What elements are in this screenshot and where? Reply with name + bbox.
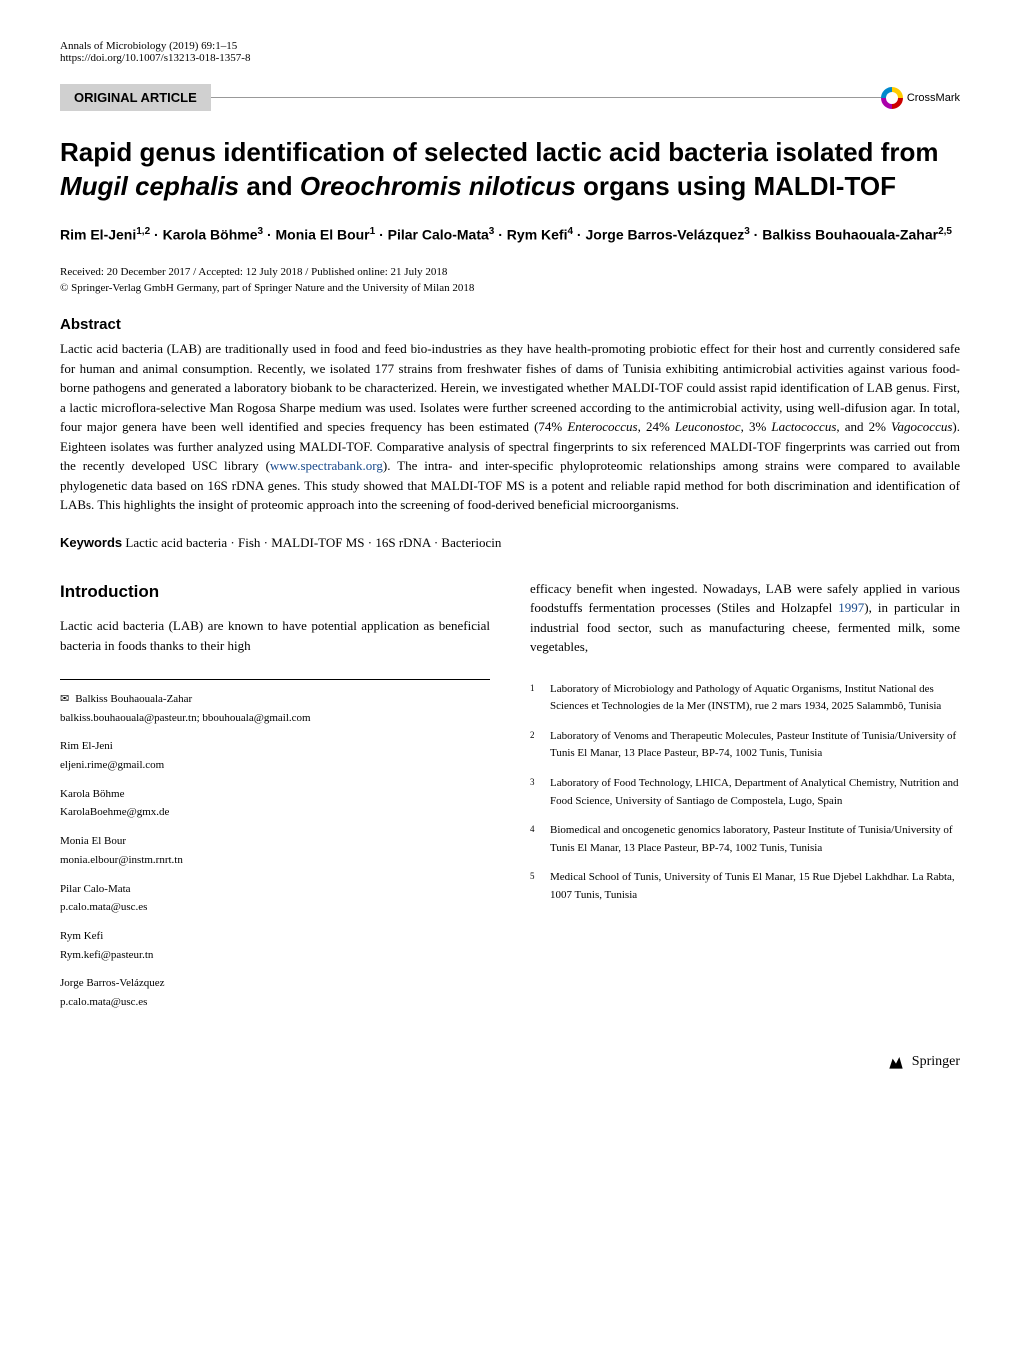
abs-m1: , 24% [638, 419, 675, 434]
keywords-label: Keywords [60, 535, 122, 550]
spectrabank-link[interactable]: www.spectrabank.org [270, 458, 383, 473]
pub-dates: Received: 20 December 2017 / Accepted: 1… [60, 265, 960, 280]
abs-m2: , 3% [741, 419, 772, 434]
intro-left-text: Lactic acid bacteria (LAB) are known to … [60, 616, 490, 655]
affiliation-text: Laboratory of Food Technology, LHICA, De… [550, 775, 960, 810]
citation-year-link[interactable]: 1997 [838, 600, 864, 615]
title-text-pre: Rapid genus identification of selected l… [60, 137, 938, 167]
author-contact: Rym KefiRym.kefi@pasteur.tn [60, 927, 490, 964]
abs-m3: , and 2% [836, 419, 891, 434]
publication-info: Received: 20 December 2017 / Accepted: 1… [60, 265, 960, 296]
two-column-region: Introduction Lactic acid bacteria (LAB) … [60, 579, 960, 1022]
journal-citation: Annals of Microbiology (2019) 69:1–15 [60, 40, 250, 52]
abstract-heading: Abstract [60, 316, 960, 333]
keywords-line: Keywords Lactic acid bacteria · Fish · M… [60, 535, 960, 551]
author-contact: Rim El-Jenieljeni.rime@gmail.com [60, 737, 490, 774]
author-contact: Jorge Barros-Velázquezp.calo.mata@usc.es [60, 974, 490, 1011]
affiliation-text: Laboratory of Microbiology and Pathology… [550, 681, 960, 716]
doi[interactable]: https://doi.org/10.1007/s13213-018-1357-… [60, 52, 250, 64]
title-text-mid: and [239, 171, 300, 201]
affiliation-number: 3 [530, 775, 540, 810]
crossmark-icon [881, 87, 903, 109]
affiliation-text: Biomedical and oncogenetic genomics labo… [550, 822, 960, 857]
journal-line: Annals of Microbiology (2019) 69:1–15 ht… [60, 40, 250, 64]
article-title: Rapid genus identification of selected l… [60, 136, 960, 204]
author-contact: Pilar Calo-Matap.calo.mata@usc.es [60, 880, 490, 917]
affiliation-text: Laboratory of Venoms and Therapeutic Mol… [550, 728, 960, 763]
header-meta: Annals of Microbiology (2019) 69:1–15 ht… [60, 40, 960, 64]
crossmark-label: CrossMark [907, 92, 960, 104]
affiliation-number: 4 [530, 822, 540, 857]
affiliation-item: 1 Laboratory of Microbiology and Patholog… [530, 681, 960, 716]
affiliation-number: 5 [530, 869, 540, 904]
crossmark-button[interactable]: CrossMark [881, 87, 960, 109]
mail-icon [60, 693, 75, 705]
title-text-post: organs using MALDI-TOF [576, 171, 896, 201]
divider-line [211, 97, 881, 98]
title-species-2: Oreochromis niloticus [300, 171, 576, 201]
author-contact: Karola BöhmeKarolaBoehme@gmx.de [60, 785, 490, 822]
article-type-bar: ORIGINAL ARTICLE CrossMark [60, 84, 960, 111]
left-column: Introduction Lactic acid bacteria (LAB) … [60, 579, 490, 1022]
correspondence-box: Balkiss Bouhaouala-Zaharbalkiss.bouhaoua… [60, 679, 490, 1012]
affiliation-item: 4 Biomedical and oncogenetic genomics lab… [530, 822, 960, 857]
author-contact: Monia El Bourmonia.elbour@instm.rnrt.tn [60, 832, 490, 869]
authors-list: Rim El-Jeni1,2 · Karola Böhme3 · Monia E… [60, 224, 960, 246]
publisher-name: Springer [912, 1054, 960, 1070]
pub-copyright: © Springer-Verlag GmbH Germany, part of … [60, 281, 960, 296]
springer-logo-icon [886, 1052, 906, 1072]
abs-sp3: Lactococcus [771, 419, 836, 434]
affiliation-number: 2 [530, 728, 540, 763]
corresponding-author: Balkiss Bouhaouala-Zaharbalkiss.bouhaoua… [60, 690, 490, 727]
keywords-values: Lactic acid bacteria · Fish · MALDI-TOF … [122, 535, 501, 550]
page-footer: Springer [60, 1052, 960, 1072]
affiliation-text: Medical School of Tunis, University of T… [550, 869, 960, 904]
affiliations-list: 1 Laboratory of Microbiology and Patholog… [530, 681, 960, 905]
title-species-1: Mugil cephalis [60, 171, 239, 201]
right-column: efficacy benefit when ingested. Nowadays… [530, 579, 960, 1022]
abs-sp4: Vagococcus [891, 419, 952, 434]
affiliation-item: 3 Laboratory of Food Technology, LHICA, D… [530, 775, 960, 810]
abs-sp2: Leuconostoc [675, 419, 741, 434]
abs-sp1: Enterococcus [567, 419, 637, 434]
introduction-heading: Introduction [60, 579, 490, 605]
intro-right-text: efficacy benefit when ingested. Nowadays… [530, 579, 960, 657]
affiliation-item: 2 Laboratory of Venoms and Therapeutic Mo… [530, 728, 960, 763]
article-type-badge: ORIGINAL ARTICLE [60, 84, 211, 111]
affiliation-item: 5 Medical School of Tunis, University of … [530, 869, 960, 904]
affiliation-number: 1 [530, 681, 540, 716]
abstract-body: Lactic acid bacteria (LAB) are tradition… [60, 339, 960, 515]
